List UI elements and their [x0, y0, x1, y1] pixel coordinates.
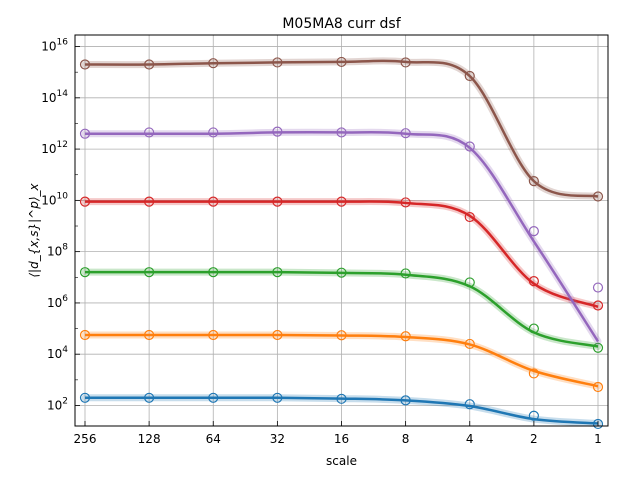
series-marker — [592, 418, 604, 430]
series-marker — [272, 329, 283, 341]
y-axis-label: ⟨|d_{x,s}|^p⟩_x — [27, 182, 41, 277]
series-marker — [144, 392, 155, 403]
series-marker — [144, 196, 155, 207]
y-tick-label: 1014 — [41, 89, 68, 105]
chart-title: M05MA8 curr dsf — [282, 16, 401, 32]
series-marker — [528, 176, 539, 187]
series-marker — [336, 56, 347, 68]
series-marker — [528, 323, 539, 334]
series-marker — [79, 392, 91, 403]
series-marker — [79, 267, 91, 278]
y-tick-label: 1012 — [41, 140, 68, 156]
grid — [75, 35, 608, 426]
y-tick-label: 104 — [47, 345, 68, 361]
series-marker — [464, 399, 475, 410]
series-marker — [528, 226, 539, 237]
series-marker — [79, 128, 91, 139]
series-marker — [208, 196, 219, 207]
series-marker — [528, 410, 539, 421]
series-marker — [464, 141, 475, 152]
series-marker — [464, 70, 475, 82]
series-4 — [79, 126, 604, 345]
x-tick-label: 1 — [594, 432, 602, 446]
series-marker — [272, 126, 283, 137]
series-marker — [400, 197, 411, 208]
series-2 — [79, 267, 604, 353]
series-3 — [79, 196, 604, 311]
x-tick-label: 4 — [466, 432, 474, 446]
series-marker — [208, 329, 219, 341]
series-marker — [336, 393, 347, 404]
series-marker — [400, 395, 411, 406]
series-marker — [464, 277, 475, 288]
series-marker — [464, 338, 475, 350]
y-tick-label: 102 — [47, 396, 68, 412]
series-marker — [144, 267, 155, 278]
series-marker — [208, 392, 219, 403]
series-marker — [208, 267, 219, 278]
series-marker — [272, 392, 283, 403]
series-marker — [79, 196, 91, 207]
series-marker — [400, 128, 411, 139]
y-tick-label: 108 — [47, 243, 68, 259]
series-marker — [144, 59, 155, 70]
series-1 — [79, 329, 604, 393]
x-tick-label: 32 — [270, 432, 285, 446]
series-marker — [336, 127, 347, 138]
series-marker — [400, 331, 411, 342]
series-line — [85, 333, 599, 388]
series-line — [84, 59, 599, 198]
series-marker — [464, 211, 475, 223]
series-marker — [208, 58, 219, 69]
series-marker — [528, 276, 539, 287]
series-marker — [336, 330, 347, 341]
series-0 — [79, 392, 604, 430]
series-marker — [144, 329, 155, 341]
x-tick-label: 16 — [334, 432, 349, 446]
series-marker — [592, 381, 604, 393]
series-marker — [208, 127, 219, 138]
y-tick-label: 1010 — [41, 191, 68, 207]
y-tick-label: 1016 — [41, 38, 68, 54]
series-marker — [272, 196, 283, 207]
series-marker — [336, 196, 347, 207]
series-line — [84, 270, 599, 348]
series-marker — [592, 342, 604, 353]
series-5 — [79, 56, 604, 202]
x-tick-label: 256 — [74, 432, 97, 446]
x-tick-label: 128 — [138, 432, 161, 446]
series-marker — [400, 268, 411, 279]
x-tick-label: 8 — [402, 432, 410, 446]
ticks: 256 128 64 32 16 8 4 2 1 102 104 106 108 1010 1012 1014… — [41, 38, 602, 446]
x-tick-label: 2 — [530, 432, 538, 446]
series-marker — [592, 191, 604, 202]
series-marker — [144, 127, 155, 138]
series-marker — [592, 282, 604, 293]
y-tick-label: 106 — [47, 294, 68, 310]
x-axis-label: scale — [326, 454, 357, 468]
series-line — [85, 396, 599, 425]
series-line — [84, 200, 599, 308]
series-marker — [272, 57, 283, 68]
series-line — [85, 130, 600, 343]
series-marker — [79, 59, 91, 70]
series-marker — [336, 267, 347, 278]
x-tick-label: 64 — [206, 432, 221, 446]
series-layer — [79, 56, 604, 430]
series-marker — [400, 57, 411, 68]
series-marker — [528, 368, 539, 379]
series-marker — [272, 267, 283, 278]
series-marker — [592, 300, 604, 311]
series-marker — [79, 329, 91, 341]
